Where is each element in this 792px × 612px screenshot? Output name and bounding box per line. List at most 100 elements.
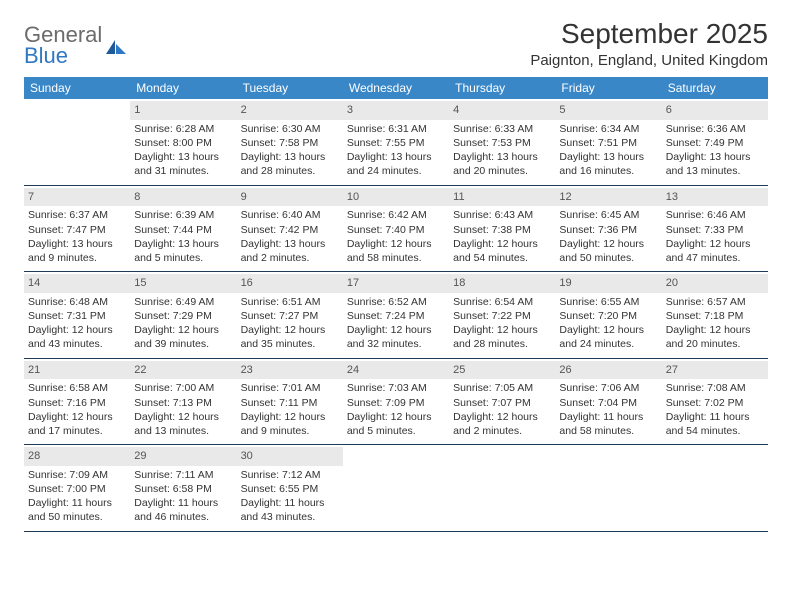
day-cell: 2Sunrise: 6:30 AMSunset: 7:58 PMDaylight… [237, 99, 343, 185]
day-number: 20 [662, 274, 768, 293]
day-cell: 25Sunrise: 7:05 AMSunset: 7:07 PMDayligh… [449, 359, 555, 445]
week-row: 7Sunrise: 6:37 AMSunset: 7:47 PMDaylight… [24, 186, 768, 273]
daylight-text: Daylight: 11 hours and 46 minutes. [134, 496, 232, 524]
week-row: 28Sunrise: 7:09 AMSunset: 7:00 PMDayligh… [24, 445, 768, 532]
day-number: 18 [449, 274, 555, 293]
day-number: 25 [449, 361, 555, 380]
day-number: 29 [130, 447, 236, 466]
sunrise-text: Sunrise: 6:54 AM [453, 295, 551, 309]
day-number [24, 101, 130, 105]
day-cell: 1Sunrise: 6:28 AMSunset: 8:00 PMDaylight… [130, 99, 236, 185]
daylight-text: Daylight: 12 hours and 35 minutes. [241, 323, 339, 351]
sunset-text: Sunset: 7:53 PM [453, 136, 551, 150]
week-row: 1 Sunrise: 6:28 AMSunset: 8:00 PM Daylight… [24, 99, 768, 186]
day-number [449, 447, 555, 451]
brand-logo: General Blue [24, 18, 126, 67]
daylight-text: Daylight: 12 hours and 32 minutes. [347, 323, 445, 351]
day-number: 27 [662, 361, 768, 380]
sunset-text: Sunset: 7:13 PM [134, 396, 232, 410]
sunrise-text: Sunrise: 6:31 AM [347, 122, 445, 136]
day-cell: 9Sunrise: 6:40 AMSunset: 7:42 PMDaylight… [237, 186, 343, 272]
day-cell: 13Sunrise: 6:46 AMSunset: 7:33 PMDayligh… [662, 186, 768, 272]
daylight-text: Daylight: 12 hours and 54 minutes. [453, 237, 551, 265]
daylight-text: Daylight: 12 hours and 20 minutes. [666, 323, 764, 351]
sunrise-text: Sunrise: 7:05 AM [453, 381, 551, 395]
sunrise-text: Sunrise: 6:34 AM [559, 122, 657, 136]
day-number: 14 [24, 274, 130, 293]
day-cell: 16Sunrise: 6:51 AMSunset: 7:27 PMDayligh… [237, 272, 343, 358]
weekday-label: Saturday [662, 77, 768, 99]
sunset-text: Sunset: 7:00 PM [28, 482, 126, 496]
sunrise-text: Sunrise: 7:06 AM [559, 381, 657, 395]
daylight-text: Daylight: 13 hours and 9 minutes. [28, 237, 126, 265]
day-number: 11 [449, 188, 555, 207]
daylight-text: Daylight: 11 hours and 54 minutes. [666, 410, 764, 438]
day-cell: 24Sunrise: 7:03 AMSunset: 7:09 PMDayligh… [343, 359, 449, 445]
sunrise-text: Sunrise: 6:58 AM [28, 381, 126, 395]
sunrise-text: Sunrise: 7:01 AM [241, 381, 339, 395]
day-number [662, 447, 768, 451]
sunset-text: Sunset: 7:24 PM [347, 309, 445, 323]
day-cell [662, 445, 768, 531]
daylight-text: Daylight: 11 hours and 50 minutes. [28, 496, 126, 524]
day-cell: 10Sunrise: 6:42 AMSunset: 7:40 PMDayligh… [343, 186, 449, 272]
title-block: September 2025 Paignton, England, United… [530, 18, 768, 69]
sunset-text: Sunset: 7:51 PM [559, 136, 657, 150]
daylight-text: Daylight: 12 hours and 2 minutes. [453, 410, 551, 438]
sunrise-text: Sunrise: 7:00 AM [134, 381, 232, 395]
sunset-text: Sunset: 7:36 PM [559, 223, 657, 237]
sunrise-text: Sunrise: 6:46 AM [666, 208, 764, 222]
sunset-text: Sunset: 7:02 PM [666, 396, 764, 410]
weekday-header: Sunday Monday Tuesday Wednesday Thursday… [24, 77, 768, 99]
sunset-text: Sunset: 7:07 PM [453, 396, 551, 410]
sunrise-text: Sunrise: 7:08 AM [666, 381, 764, 395]
sunset-text: Sunset: 7:58 PM [241, 136, 339, 150]
sunrise-text: Sunrise: 6:48 AM [28, 295, 126, 309]
sunset-text: Sunset: 7:31 PM [28, 309, 126, 323]
weekday-label: Sunday [24, 77, 130, 99]
day-cell: 23Sunrise: 7:01 AMSunset: 7:11 PMDayligh… [237, 359, 343, 445]
sunrise-text: Sunrise: 6:37 AM [28, 208, 126, 222]
sunrise-text: Sunrise: 7:12 AM [241, 468, 339, 482]
day-number: 1 [130, 101, 236, 120]
day-number: 4 [449, 101, 555, 120]
sunrise-text: Sunrise: 7:03 AM [347, 381, 445, 395]
day-cell: 14 Sunrise: 6:48 AMSunset: 7:31 PMDayligh… [24, 272, 130, 358]
sunset-text: Sunset: 7:49 PM [666, 136, 764, 150]
daylight-text: Daylight: 12 hours and 28 minutes. [453, 323, 551, 351]
daylight-text: Daylight: 13 hours and 24 minutes. [347, 150, 445, 178]
day-number [555, 447, 661, 451]
sunset-text: Sunset: 7:38 PM [453, 223, 551, 237]
day-cell: 26Sunrise: 7:06 AMSunset: 7:04 PMDayligh… [555, 359, 661, 445]
day-number: 19 [555, 274, 661, 293]
day-cell: 15Sunrise: 6:49 AMSunset: 7:29 PMDayligh… [130, 272, 236, 358]
day-number: 8 [130, 188, 236, 207]
sunrise-text: Sunrise: 6:40 AM [241, 208, 339, 222]
sunset-text: Sunset: 6:55 PM [241, 482, 339, 496]
day-number: 5 [555, 101, 661, 120]
day-cell: 29Sunrise: 7:11 AMSunset: 6:58 PMDayligh… [130, 445, 236, 531]
sunset-text: Sunset: 8:00 PM [134, 136, 232, 150]
day-number: 28 [24, 447, 130, 466]
weekday-label: Tuesday [237, 77, 343, 99]
sunset-text: Sunset: 7:55 PM [347, 136, 445, 150]
day-number: 30 [237, 447, 343, 466]
week-row: 21Sunrise: 6:58 AMSunset: 7:16 PMDayligh… [24, 359, 768, 446]
daylight-text: Daylight: 12 hours and 5 minutes. [347, 410, 445, 438]
day-number: 13 [662, 188, 768, 207]
day-number: 22 [130, 361, 236, 380]
sunset-text: Sunset: 7:47 PM [28, 223, 126, 237]
location-label: Paignton, England, United Kingdom [530, 52, 768, 69]
sunrise-text: Sunrise: 6:28 AM [134, 122, 232, 136]
sunrise-text: Sunrise: 6:43 AM [453, 208, 551, 222]
sunrise-text: Sunrise: 6:49 AM [134, 295, 232, 309]
sunset-text: Sunset: 7:42 PM [241, 223, 339, 237]
daylight-text: Daylight: 12 hours and 43 minutes. [28, 323, 126, 351]
sunset-text: Sunset: 7:27 PM [241, 309, 339, 323]
day-cell: 22Sunrise: 7:00 AMSunset: 7:13 PMDayligh… [130, 359, 236, 445]
daylight-text: Daylight: 13 hours and 13 minutes. [666, 150, 764, 178]
sunset-text: Sunset: 7:18 PM [666, 309, 764, 323]
day-cell [343, 445, 449, 531]
sunrise-text: Sunrise: 6:30 AM [241, 122, 339, 136]
day-number: 15 [130, 274, 236, 293]
